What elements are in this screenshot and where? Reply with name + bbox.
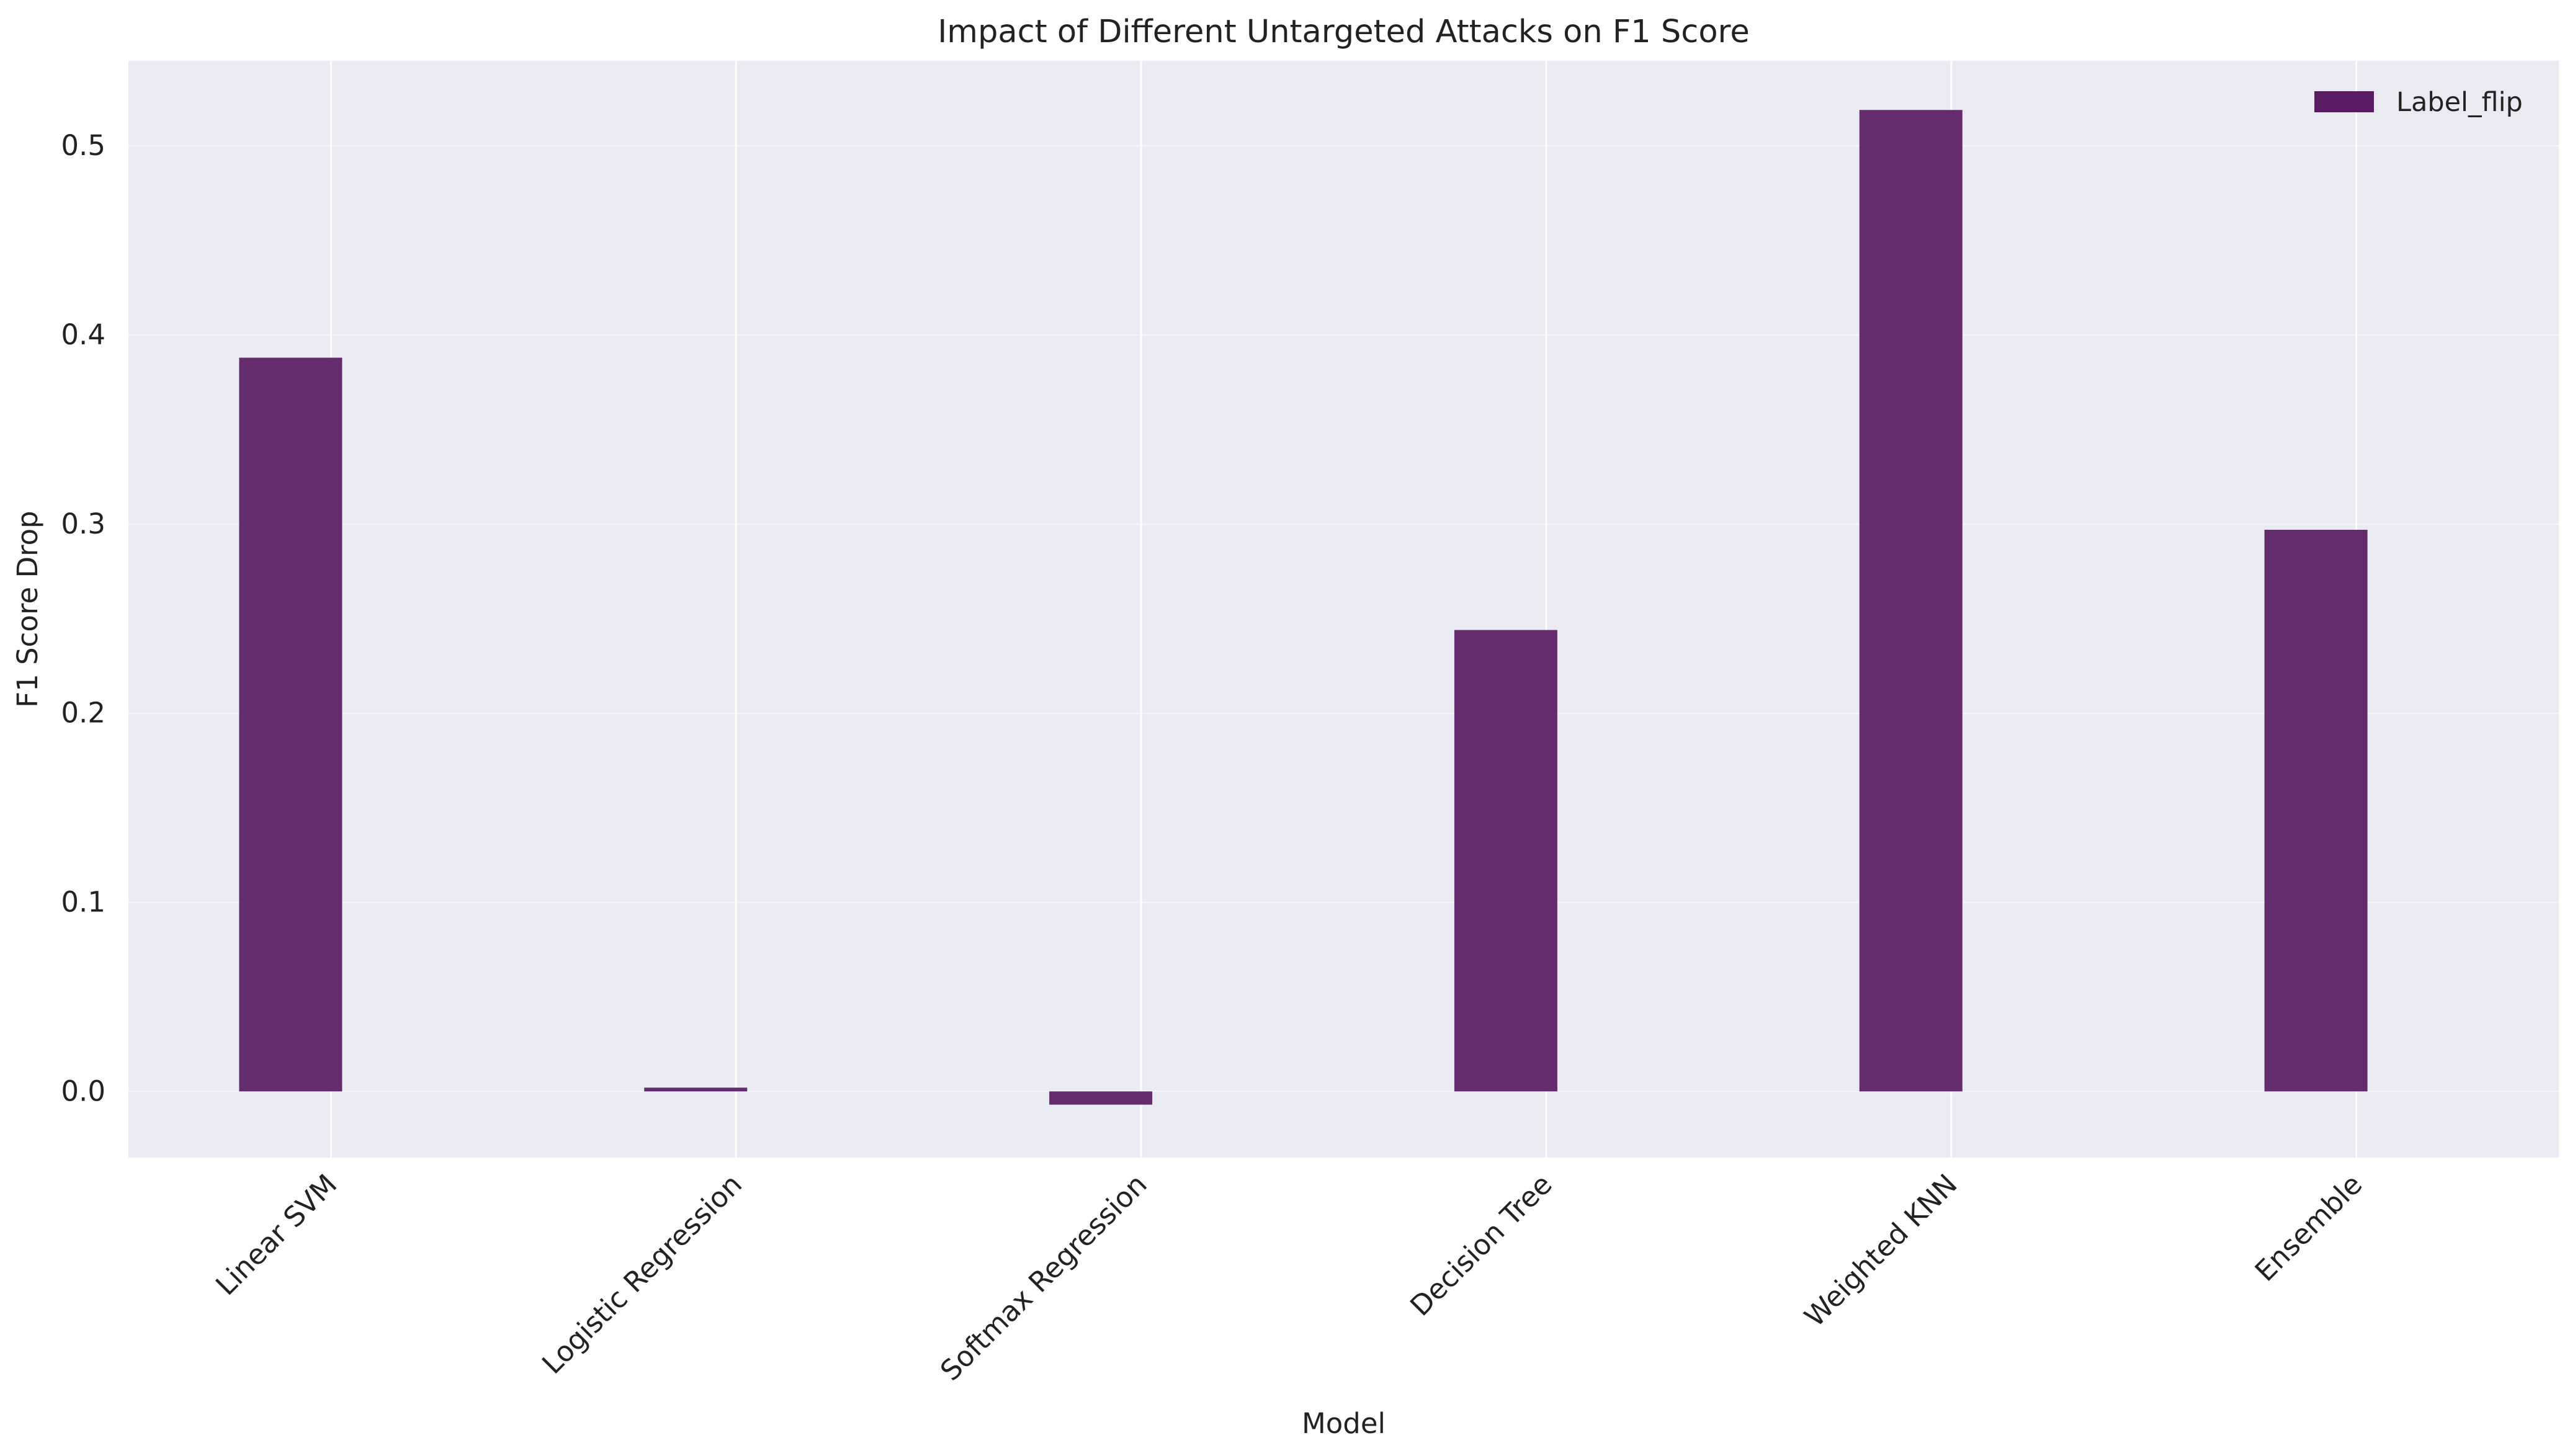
- y-tick-label: 0.3: [61, 507, 105, 540]
- legend-swatch: [2314, 91, 2374, 112]
- x-axis-label: Model: [1302, 1407, 1386, 1440]
- legend: Label_flip: [2314, 87, 2523, 118]
- y-tick-label: 0.4: [61, 318, 105, 351]
- y-tick-labels: 0.0 0.1 0.2 0.3 0.4 0.5: [61, 129, 105, 1107]
- legend-label-label-flip: Label_flip: [2396, 87, 2523, 118]
- y-tick-label: 0.2: [61, 697, 105, 730]
- y-tick-label: 0.5: [61, 129, 105, 162]
- y-tick-label: 0.1: [61, 885, 105, 918]
- bar-linear-svm: [239, 357, 343, 1092]
- bar-weighted-knn: [1859, 110, 1963, 1092]
- bar-logistic-regression: [644, 1088, 748, 1092]
- y-tick-label: 0.0: [61, 1074, 105, 1107]
- y-axis-label: F1 Score Drop: [11, 511, 44, 707]
- bars: [239, 110, 2368, 1105]
- bar-decision-tree: [1454, 630, 1557, 1092]
- chart-title: Impact of Different Untargeted Attacks o…: [938, 14, 1750, 50]
- bar-ensemble: [2264, 529, 2368, 1092]
- plot-area: [128, 61, 2559, 1158]
- bar-softmax-regression: [1049, 1091, 1153, 1105]
